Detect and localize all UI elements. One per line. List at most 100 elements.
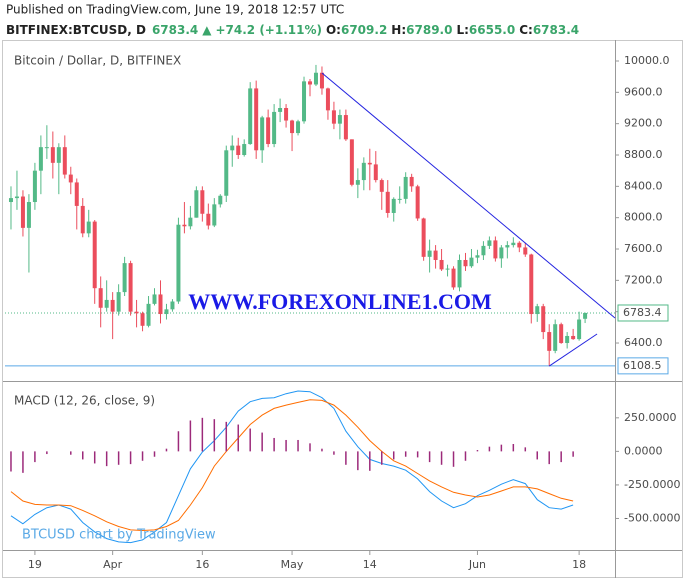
candle-body — [62, 147, 67, 175]
x-tick-label: May — [281, 558, 304, 571]
candle-body — [242, 144, 247, 156]
low-line-label: 6108.5 — [623, 359, 662, 372]
symbol: BITFINEX:BTCUSD, D — [6, 23, 146, 37]
candle-body — [20, 196, 25, 228]
candle-body — [92, 221, 97, 289]
candle-body — [367, 162, 372, 165]
candle-body — [583, 312, 588, 319]
watermark: WWW.FOREXONLINE1.COM — [188, 289, 492, 314]
low-label: L: — [456, 23, 468, 37]
candle-body — [224, 150, 229, 196]
macd-line — [10, 390, 574, 544]
candle-body — [487, 240, 492, 246]
candle-body — [433, 250, 438, 260]
candle-body — [74, 182, 79, 206]
symbol-bar: BITFINEX:BTCUSD, D 6783.4 ▲ +74.2 (+1.11%) O… — [6, 23, 579, 37]
candle-body — [200, 190, 205, 214]
candle-body — [349, 139, 354, 185]
candle-body — [427, 250, 432, 257]
candle-body — [164, 309, 169, 315]
close-label: C: — [519, 23, 533, 37]
candle-body — [559, 324, 564, 344]
candle-body — [517, 242, 522, 248]
candle-body — [421, 218, 426, 257]
x-tick-label: 18 — [572, 558, 586, 571]
candle-body — [403, 176, 408, 199]
candle-body — [260, 117, 265, 151]
high-label: H: — [391, 23, 406, 37]
candle-body — [188, 217, 193, 227]
candle-body — [541, 306, 546, 333]
candle-body — [337, 115, 342, 124]
candle-body — [529, 254, 534, 315]
candle-body — [505, 245, 510, 248]
y-tick-label: 9600.0 — [624, 85, 663, 98]
candle-body — [236, 145, 241, 156]
chart-title: Bitcoin / Dollar, D, BITFINEX — [14, 54, 181, 68]
x-tick-label: Apr — [103, 558, 123, 571]
x-tick-label: 14 — [363, 558, 377, 571]
credit: BTCUSD chart by TradingView — [22, 528, 216, 543]
candle-body — [266, 117, 271, 145]
candle-body — [140, 313, 145, 326]
candle-body — [451, 268, 456, 288]
y-tick-label: 8000.0 — [624, 211, 663, 224]
candle-body — [32, 170, 37, 203]
candle-body — [445, 268, 450, 270]
candle-body — [577, 319, 582, 340]
candle-body — [98, 288, 103, 308]
candle-body — [343, 115, 348, 140]
candle-body — [110, 299, 115, 312]
candle-body — [361, 162, 366, 181]
y-tick-label: 8400.0 — [624, 179, 663, 192]
candle-body — [56, 147, 61, 163]
candle-body — [475, 255, 480, 258]
macd-line — [10, 399, 574, 532]
candle-body — [158, 294, 163, 315]
candle-body — [553, 324, 558, 351]
candle-body — [176, 224, 181, 302]
candle-body — [469, 257, 474, 267]
candle-body — [565, 335, 570, 344]
candle-body — [128, 263, 133, 312]
candle-body — [182, 224, 187, 227]
candle-body — [206, 213, 211, 226]
candle-body — [397, 198, 402, 200]
candle-body — [218, 195, 223, 205]
candle-body — [116, 292, 121, 312]
candle-body — [212, 204, 217, 226]
candle-body — [230, 145, 235, 151]
candle-body — [325, 88, 330, 111]
candle-body — [278, 108, 283, 112]
trendline — [548, 333, 598, 367]
y-tick-label: -250.0000 — [624, 478, 680, 491]
last-price-label: 6783.4 — [623, 306, 662, 319]
candle-body — [152, 294, 157, 304]
candle-body — [8, 198, 13, 203]
candle-body — [284, 108, 289, 121]
candle-body — [254, 88, 259, 151]
candle-body — [122, 263, 127, 293]
candle-body — [308, 81, 312, 85]
candle-body — [68, 174, 73, 183]
candle-body — [14, 196, 19, 199]
close-value: 6783.4 — [533, 23, 579, 37]
x-tick-label: Jun — [468, 558, 486, 571]
open-label: O: — [326, 23, 341, 37]
y-tick-label: 0.0000 — [624, 444, 663, 457]
candle-body — [535, 306, 540, 315]
candle-body — [493, 240, 498, 259]
y-tick-label: 7200.0 — [624, 273, 663, 286]
candle-body — [86, 221, 91, 234]
candle-body — [511, 242, 516, 246]
frame — [2, 40, 683, 578]
candle-body — [571, 335, 576, 340]
last-price-box — [617, 304, 669, 322]
candle-body — [373, 164, 378, 181]
candle-body — [457, 259, 462, 288]
candle-body — [319, 72, 324, 89]
candle-body — [355, 180, 360, 185]
candle-body — [272, 111, 277, 145]
candle-body — [463, 259, 468, 267]
